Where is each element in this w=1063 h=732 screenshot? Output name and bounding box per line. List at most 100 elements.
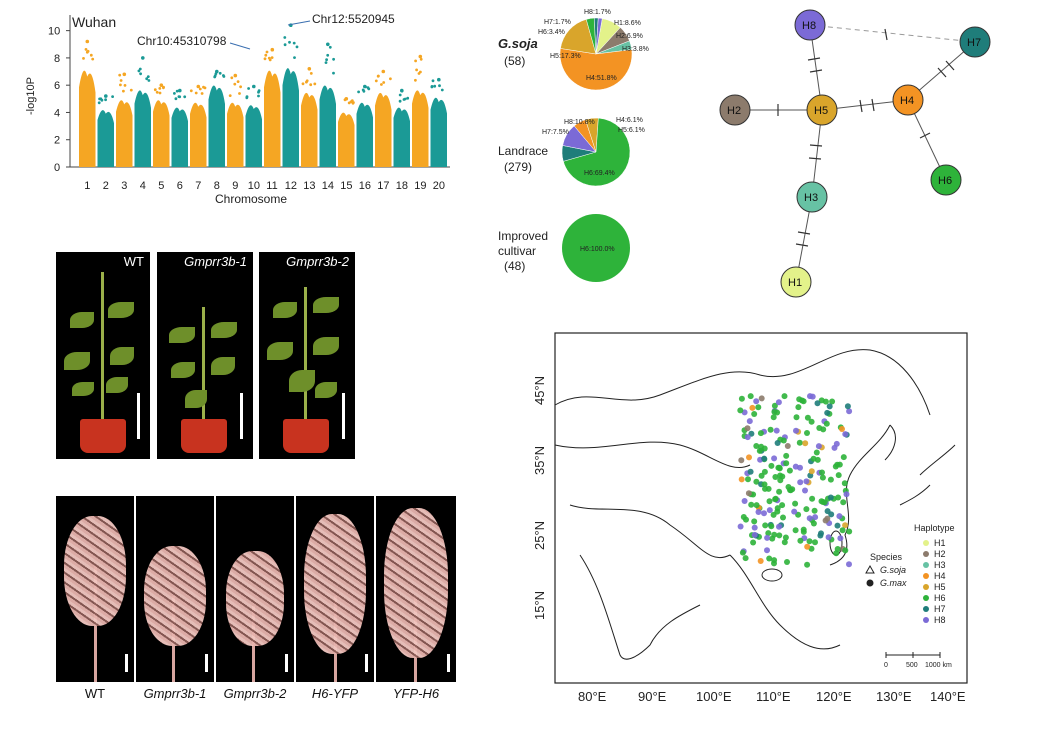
map-dot-h6	[804, 430, 810, 436]
inflo-photo-gmprr3b-1	[136, 496, 214, 682]
manhattan-points	[79, 23, 447, 167]
coastline-korea	[884, 424, 896, 461]
node-label-h7: H7	[967, 37, 981, 49]
species-legend-title: Species	[870, 552, 903, 562]
map-dot-h6	[768, 462, 775, 469]
snp-top-8	[215, 69, 219, 74]
chrom-band-3	[116, 100, 133, 167]
chrom-band-9	[227, 102, 244, 167]
legend-label-h2: H2	[934, 549, 946, 559]
pie-landrace-labels: H8:10.8% H4:6.1% H7:7.5% H5:6.1% H6:69.4%	[542, 117, 645, 177]
snp-point	[153, 88, 157, 92]
snp-point	[174, 97, 178, 101]
snp-point	[313, 82, 317, 86]
legend-label-h7: H7	[934, 604, 946, 614]
annotation-chr10: Chr10:45310798	[137, 34, 227, 48]
snp-point	[245, 96, 249, 100]
y-tick-2: 2	[54, 135, 60, 147]
legend-label-h5: H5	[934, 582, 946, 592]
map-dots	[737, 393, 853, 568]
map-dot-h6	[819, 469, 825, 476]
map-dot-h6	[757, 430, 764, 437]
y-tick-4: 4	[54, 107, 60, 119]
x-tick-11: 11	[266, 180, 277, 192]
border-himalaya	[569, 504, 731, 559]
pie-label: H6:3.4%	[538, 29, 565, 36]
node-h1	[780, 266, 812, 298]
snp-point	[230, 76, 234, 80]
lat-label: 35°N	[532, 446, 547, 475]
snp-point	[257, 90, 260, 94]
lon-label: 120°E	[816, 689, 852, 704]
pie-slice-h8	[595, 17, 603, 55]
legend-label-h1: H1	[934, 538, 946, 548]
location-label: Wuhan	[72, 14, 116, 30]
map-dot-h8	[846, 561, 852, 568]
map-dot-h2	[784, 443, 791, 449]
map-dot-h6	[816, 425, 823, 431]
y-tick-6: 6	[54, 80, 60, 92]
border-southeast	[729, 554, 841, 650]
node-h6	[930, 164, 962, 196]
map-dot-h6	[787, 487, 793, 493]
inflo-photo-yfp-h6	[376, 496, 456, 682]
hainan-outline	[761, 568, 783, 582]
snp-point	[118, 73, 122, 77]
pie-slice-h5	[560, 19, 597, 55]
map-dot-h6	[827, 476, 834, 483]
lon-label: 100°E	[696, 689, 732, 704]
snp-point	[357, 90, 360, 94]
snp-point	[414, 78, 417, 82]
haplotype-network: H8 H7 H2 H5 H4 H6 H3 H1	[719, 9, 991, 298]
snp-point	[111, 95, 114, 98]
snp-point	[145, 77, 149, 81]
longitude-labels: 80°E 90°E 100°E 110°E 120°E 130°E 140°E	[578, 689, 966, 704]
map-dot-h7	[747, 468, 754, 475]
map-dot-h6	[810, 520, 817, 527]
snp-point	[91, 57, 95, 61]
map-dot-h5	[808, 468, 815, 475]
map-dot-h6	[784, 559, 790, 565]
x-tick-2: 2	[103, 180, 109, 192]
snp-point	[326, 53, 330, 57]
lon-label: 80°E	[578, 689, 607, 704]
snp-point	[238, 92, 241, 95]
snp-top-15	[344, 97, 349, 101]
x-tick-16: 16	[359, 180, 371, 192]
map-dot-h6	[846, 528, 853, 535]
snp-point	[380, 83, 383, 86]
map-dot-h6	[786, 467, 793, 474]
map-dot-h6	[840, 499, 847, 506]
chrom-band-6	[171, 107, 188, 167]
map-dot-h2	[824, 515, 831, 522]
map-dot-h8	[809, 393, 816, 400]
chrom-band-4	[134, 90, 151, 167]
pie-label: H6:69.4%	[584, 170, 615, 177]
snp-top-17	[381, 69, 386, 74]
snp-point	[324, 61, 328, 64]
map-dot-h7	[826, 403, 833, 410]
map-dot-h6	[797, 537, 804, 544]
snp-point	[99, 97, 103, 101]
network-nodes: H8 H7 H2 H5 H4 H6 H3 H1	[719, 9, 991, 298]
snp-point	[85, 50, 89, 54]
map-dot-h2	[738, 457, 745, 464]
map-dot-h6	[809, 495, 816, 502]
chrom-band-17	[375, 92, 392, 167]
pie-label: H2:6.9%	[616, 33, 643, 40]
map-dot-h6	[823, 420, 830, 427]
map-dot-h8	[836, 513, 843, 520]
x-tick-3: 3	[121, 180, 127, 192]
legend-label-h6: H6	[934, 593, 946, 603]
snp-point	[389, 77, 392, 81]
map-dot-h6	[742, 555, 749, 562]
x-tick-17: 17	[377, 180, 389, 192]
map-dot-h6	[782, 534, 789, 541]
snp-point	[158, 87, 162, 90]
snp-point	[433, 84, 437, 88]
map-dot-h6	[777, 472, 784, 479]
map-dot-h6	[819, 474, 826, 481]
x-tick-13: 13	[303, 180, 315, 192]
y-tick-8: 8	[54, 53, 60, 65]
snp-point	[123, 84, 127, 87]
